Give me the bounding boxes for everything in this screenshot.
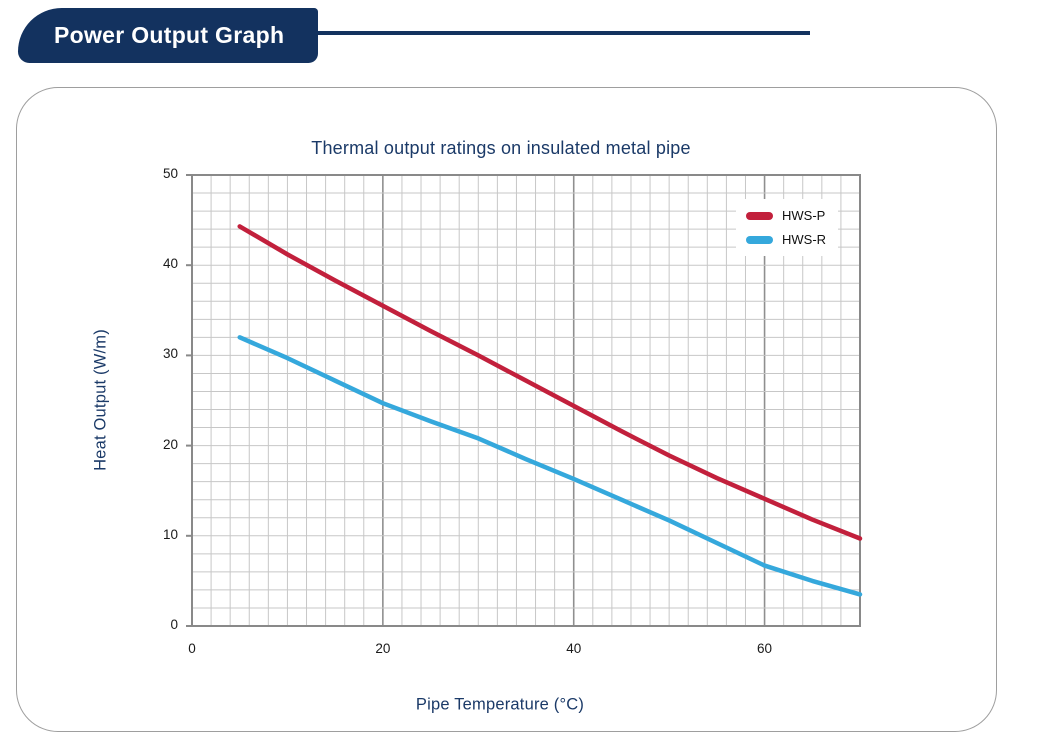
legend-label-hws-p: HWS-P — [782, 208, 826, 223]
chart-title: Thermal output ratings on insulated meta… — [311, 138, 691, 158]
header-badge: Power Output Graph — [18, 8, 318, 63]
plot-border — [191, 174, 861, 627]
series-line-hws-r — [237, 335, 863, 597]
legend-item-hws-r: HWS-R — [746, 232, 826, 247]
x-axis-title: Pipe Temperature (°C) — [415, 695, 585, 714]
header-rule-line — [318, 31, 810, 35]
y-axis-title: Heat Output (W/m) — [91, 329, 110, 471]
legend-label-hws-r: HWS-R — [782, 232, 827, 247]
series-line-hws-p — [237, 224, 863, 541]
legend-marker-hws-p — [746, 211, 773, 220]
page-title: Power Output Graph — [54, 22, 285, 48]
chart-legend: HWS-P HWS-R — [736, 199, 839, 256]
legend-marker-hws-r — [746, 235, 773, 244]
legend-item-hws-p: HWS-P — [746, 208, 826, 223]
chart-plot-area — [186, 174, 863, 627]
